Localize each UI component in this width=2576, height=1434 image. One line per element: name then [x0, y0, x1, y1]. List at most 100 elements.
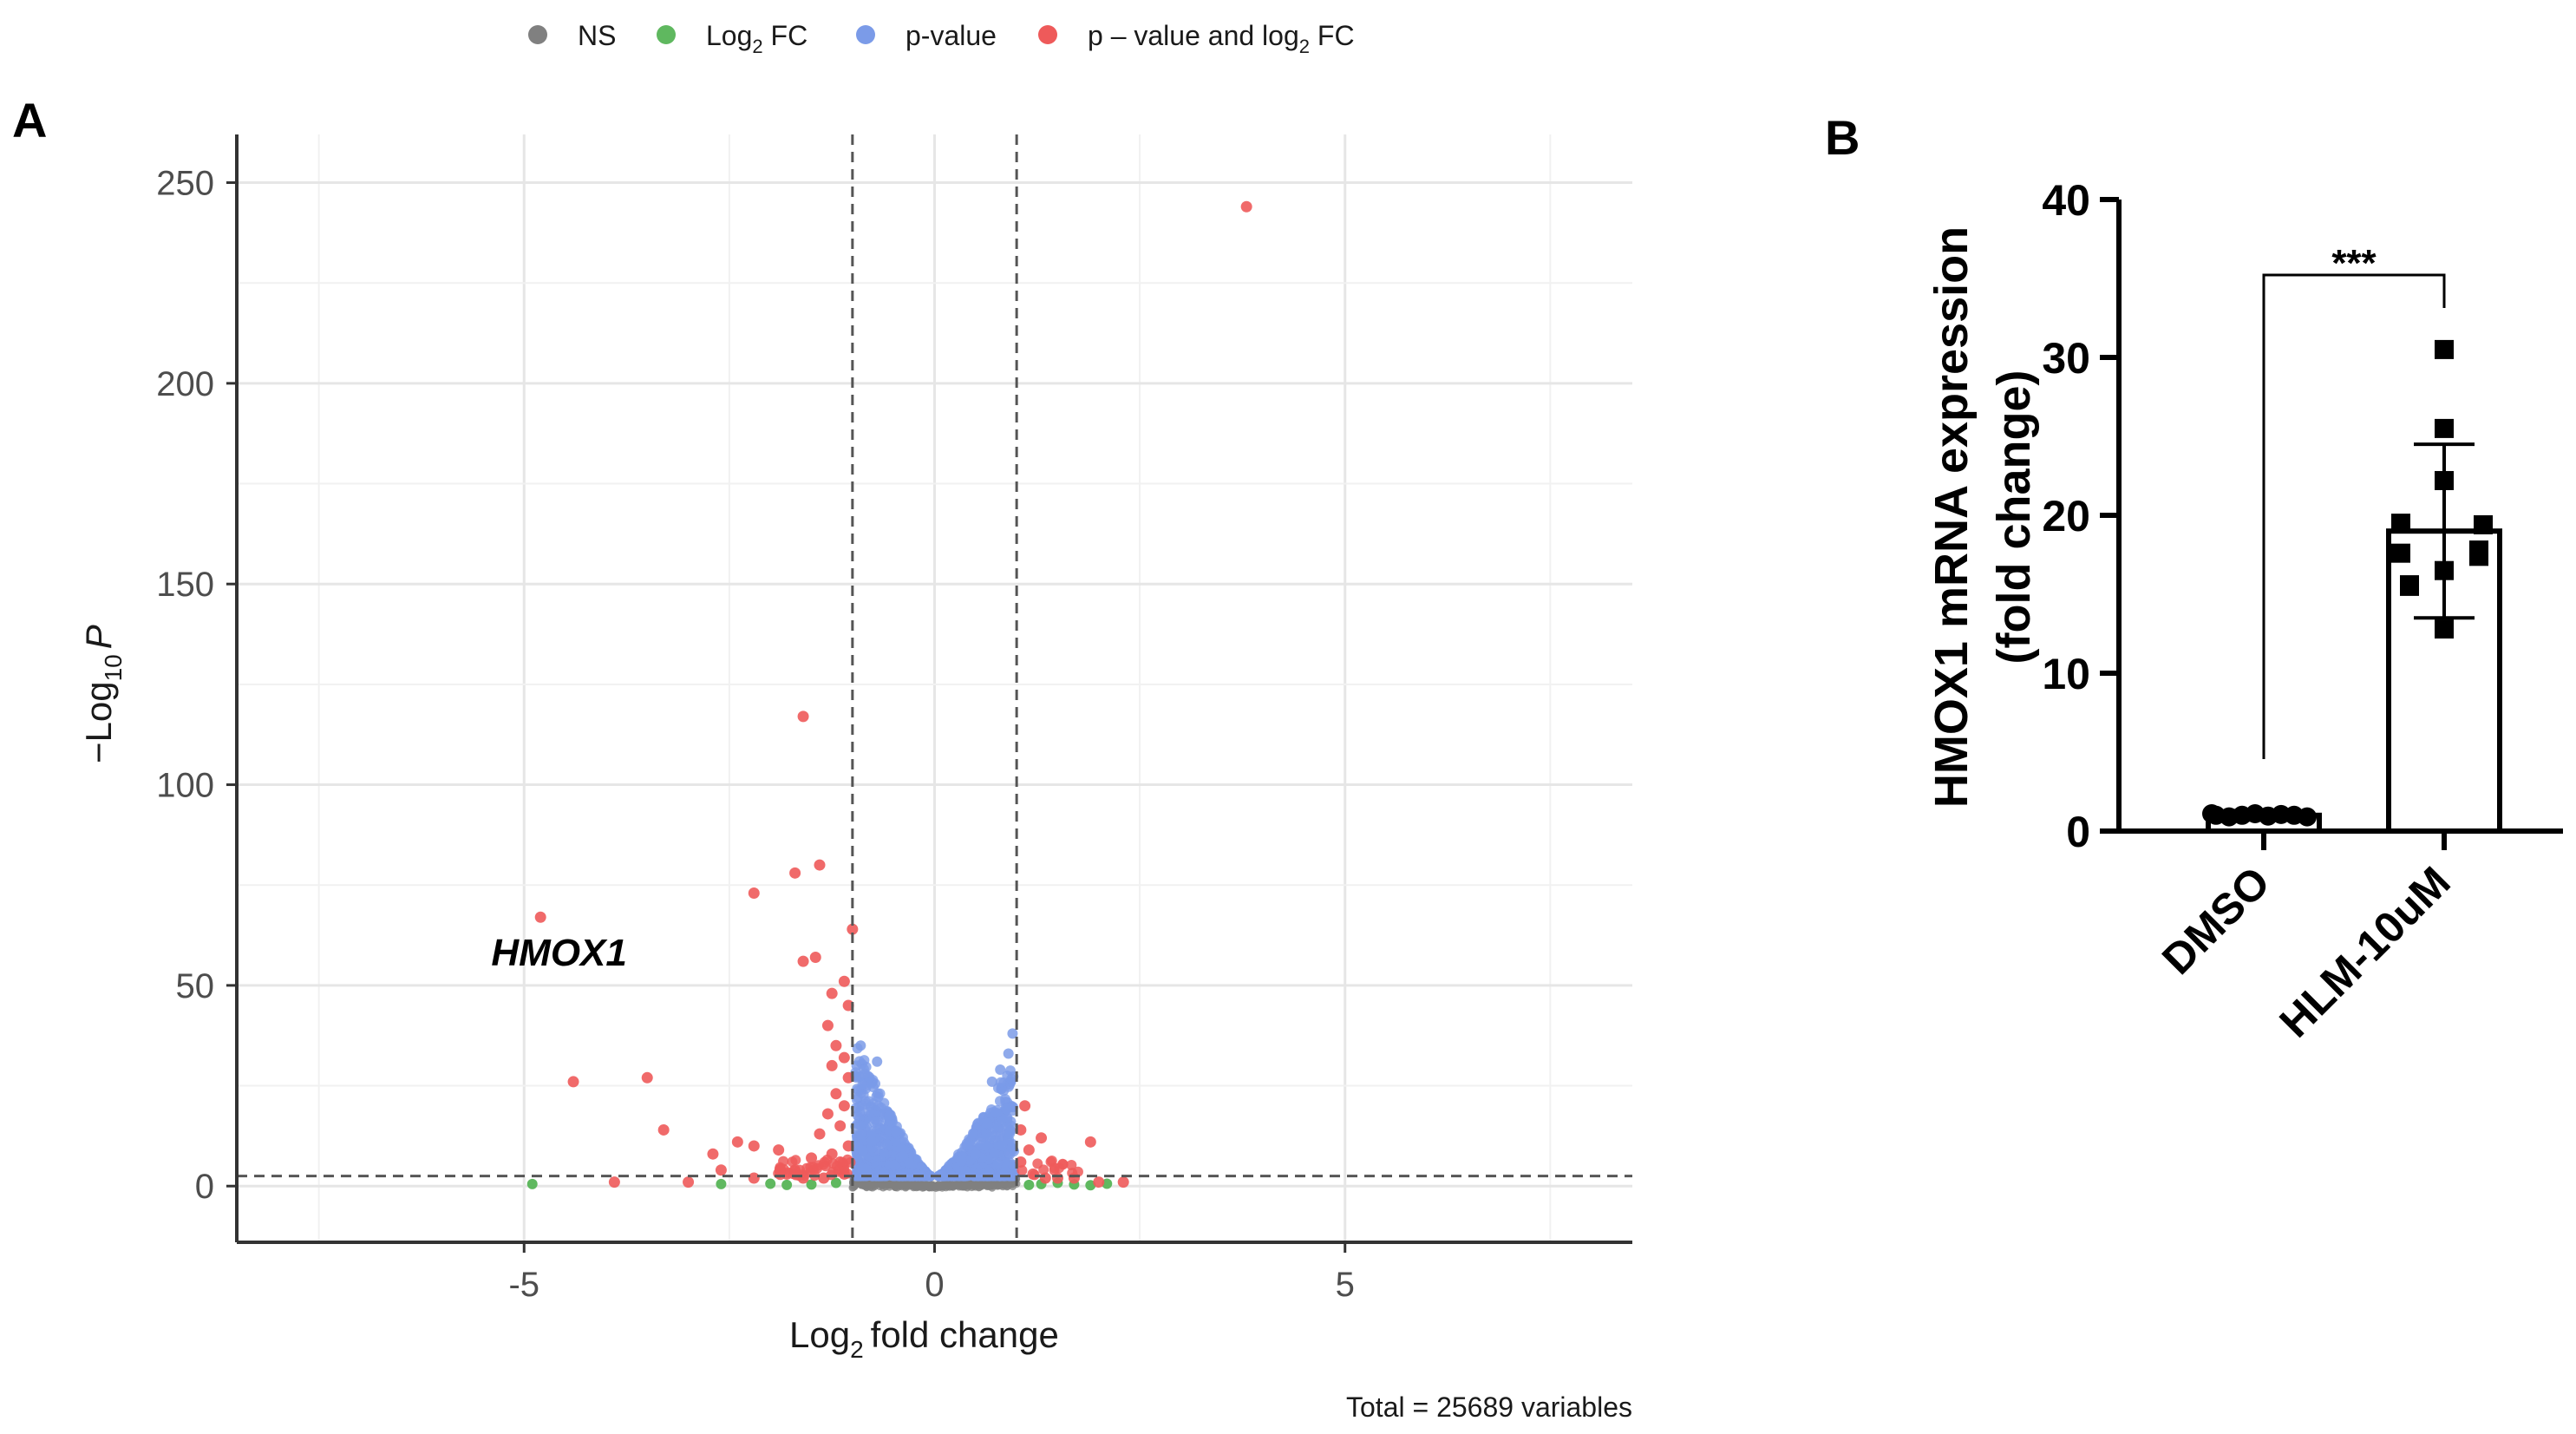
volcano-point-pvalue — [991, 1107, 1002, 1118]
volcano-point-pvalue — [995, 1077, 1006, 1088]
volcano-point-both — [1036, 1132, 1048, 1144]
bar-y-label-line1: HMOX1 mRNA expression — [1925, 226, 1978, 808]
volcano-point-both — [731, 1136, 743, 1148]
significance-stars: *** — [2331, 242, 2377, 285]
volcano-point-both — [748, 887, 760, 899]
panel-a-label: A — [12, 93, 47, 147]
hlm-point — [2469, 547, 2488, 566]
volcano-caption: Total = 25689 variables — [1346, 1391, 1632, 1423]
volcano-point-both — [838, 1051, 850, 1064]
volcano-point-both — [748, 1172, 760, 1184]
volcano-point-both — [814, 859, 826, 871]
volcano-point-both — [1017, 1165, 1028, 1176]
legend-label-fc-main: Log — [706, 20, 752, 51]
volcano-point-pvalue — [994, 1170, 1005, 1182]
volcano-point-pvalue — [956, 1156, 967, 1167]
hlm-point — [2435, 339, 2454, 359]
volcano-point-pvalue — [864, 1107, 875, 1118]
volcano-point-both — [1029, 1169, 1040, 1181]
volcano-point-both — [1038, 1164, 1049, 1175]
volcano-point-fc — [1102, 1178, 1113, 1189]
volcano-point-both — [778, 1156, 789, 1167]
bar-y-ticks: 0 10 20 30 40 — [2042, 176, 2119, 856]
volcano-y-tick-label: 200 — [156, 365, 214, 403]
volcano-point-both — [657, 1123, 670, 1136]
volcano-point-both — [748, 1140, 760, 1152]
volcano-point-ns — [958, 1181, 966, 1189]
volcano-point-pvalue — [854, 1120, 866, 1131]
volcano-point-both — [797, 955, 809, 967]
volcano-point-fc — [526, 1178, 538, 1189]
volcano-point-ns — [950, 1182, 958, 1190]
volcano-point-pvalue — [968, 1128, 979, 1139]
volcano-point-pvalue — [868, 1117, 879, 1129]
volcano-point-pvalue — [984, 1166, 995, 1177]
volcano-point-both — [821, 1154, 833, 1165]
volcano-point-both — [683, 1176, 695, 1188]
volcano-y-tick-label: 100 — [156, 767, 214, 805]
volcano-x-label-main: Log — [789, 1314, 850, 1355]
volcano-point-both — [1019, 1100, 1031, 1112]
volcano-point-both — [814, 1128, 826, 1140]
volcano-points — [526, 200, 1252, 1192]
volcano-point-pvalue — [1003, 1048, 1014, 1059]
volcano-point-pvalue — [866, 1136, 878, 1147]
volcano-point-both — [832, 1161, 843, 1172]
legend-label-fc-tail: FC — [763, 20, 808, 51]
volcano-point-both — [773, 1144, 785, 1156]
bar-y-tick-label: 30 — [2042, 334, 2090, 383]
volcano-point-pvalue — [979, 1140, 991, 1151]
legend-dot-ns — [528, 25, 547, 44]
volcano-point-fc — [765, 1178, 776, 1189]
volcano-point-both — [1057, 1158, 1069, 1169]
volcano-point-pvalue — [986, 1076, 997, 1087]
hlm-point — [2391, 514, 2410, 534]
volcano-x-tick-label: -5 — [508, 1266, 539, 1304]
volcano-point-ns — [901, 1183, 910, 1192]
volcano-point-both — [707, 1148, 719, 1160]
significance-bracket — [2262, 273, 2446, 759]
volcano-x-label: Log2 fold change — [789, 1314, 1059, 1363]
volcano-point-pvalue — [857, 1145, 868, 1156]
volcano-point-both — [797, 710, 809, 723]
volcano-point-fc — [716, 1178, 727, 1189]
volcano-point-pvalue — [1004, 1146, 1015, 1157]
volcano-point-pvalue — [1004, 1128, 1016, 1139]
legend-dot-fc — [657, 25, 676, 44]
volcano-point-ns — [858, 1180, 866, 1188]
volcano-y-label-sub: 10 — [100, 654, 127, 681]
volcano-point-pvalue — [855, 1040, 866, 1051]
volcano-point-both — [838, 975, 850, 987]
legend-label-both: p – value and log2 FC — [1088, 20, 1355, 57]
volcano-point-pvalue — [860, 1068, 871, 1079]
volcano-point-pvalue — [970, 1149, 981, 1160]
volcano-x-label-tail: fold change — [871, 1314, 1059, 1355]
bar-x-tick-label: DMSO — [2153, 857, 2279, 984]
volcano-point-both — [1117, 1176, 1129, 1188]
volcano-point-both — [608, 1176, 620, 1188]
volcano-point-both — [1240, 200, 1252, 213]
volcano-point-both — [790, 1155, 801, 1166]
volcano-point-ns — [971, 1179, 980, 1188]
volcano-x-label-sub: 2 — [850, 1336, 864, 1363]
hlm-point — [2391, 543, 2410, 563]
volcano-y-label: −Log10 P — [78, 625, 127, 763]
volcano-point-both — [801, 1162, 813, 1174]
volcano-point-both — [1023, 1144, 1035, 1156]
volcano-point-pvalue — [884, 1110, 895, 1121]
volcano-point-pvalue — [995, 1064, 1006, 1076]
volcano-y-tick-label: 0 — [195, 1168, 214, 1206]
volcano-point-both — [534, 911, 546, 923]
legend-label-fc-sub: 2 — [752, 36, 762, 57]
legend-label-ns: NS — [578, 20, 616, 51]
volcano-point-both — [567, 1076, 579, 1088]
volcano-point-pvalue — [971, 1170, 983, 1182]
volcano-point-pvalue — [1006, 1073, 1017, 1084]
volcano-y-tick-label: 150 — [156, 566, 214, 604]
legend-label-pvalue: p-value — [906, 20, 997, 51]
hlm-point — [2435, 470, 2454, 490]
volcano-x-ticks: -5 0 5 — [508, 1242, 1355, 1304]
volcano-point-ns — [894, 1180, 903, 1188]
